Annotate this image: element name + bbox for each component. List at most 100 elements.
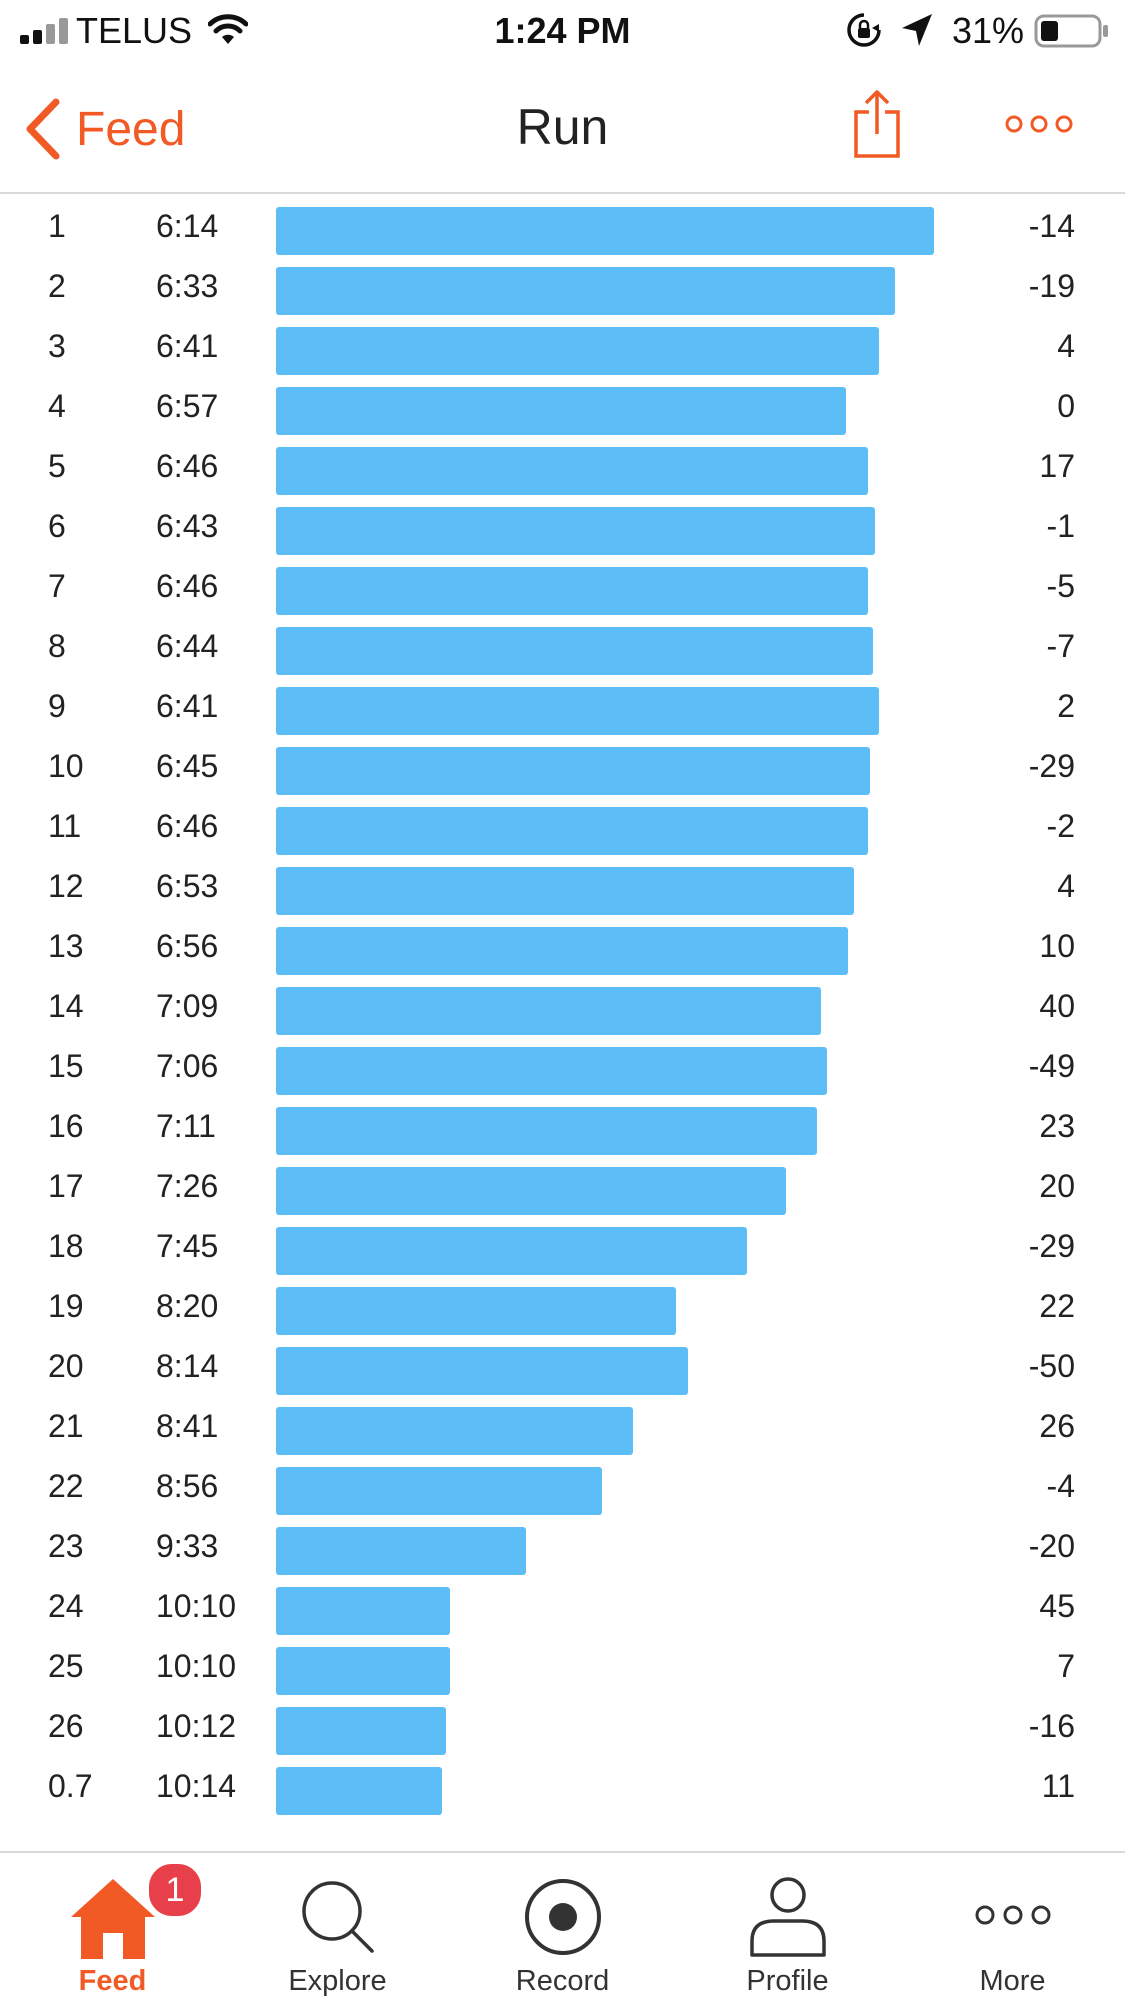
split-row: 0.7 10:14 11 [0, 1756, 1125, 1816]
split-row: 9 6:41 2 [0, 676, 1125, 736]
split-pace: 8:20 [156, 1288, 219, 1324]
more-icon [975, 1905, 1050, 1925]
split-elevation: 17 [1039, 448, 1075, 484]
split-pace: 7:26 [156, 1168, 219, 1204]
split-elevation: -5 [1046, 568, 1075, 604]
split-pace-bar [276, 987, 821, 1035]
split-pace: 10:10 [156, 1648, 237, 1684]
split-row: 7 6:46 -5 [0, 556, 1125, 616]
page-title: Run [516, 99, 609, 155]
split-row: 12 6:53 4 [0, 856, 1125, 916]
split-row: 1 6:14 -14 [0, 196, 1125, 256]
split-mile: 8 [48, 628, 66, 664]
split-row: 5 6:46 17 [0, 436, 1125, 496]
split-mile: 3 [48, 328, 66, 364]
split-pace: 6:43 [156, 508, 219, 544]
split-pace-bar [276, 1647, 450, 1695]
search-icon [301, 1881, 374, 1953]
tab-label: Profile [746, 1965, 829, 1997]
navigation-bar: Feed Run [0, 64, 1125, 194]
split-pace: 10:10 [156, 1588, 237, 1624]
tab-bar: 1 Feed Explore Record Profile More [0, 1851, 1125, 2003]
split-mile: 9 [48, 688, 66, 724]
split-elevation: -2 [1046, 808, 1075, 844]
split-mile: 6 [48, 508, 66, 544]
split-mile: 25 [48, 1648, 84, 1684]
split-pace: 7:11 [156, 1108, 216, 1144]
split-elevation: 4 [1057, 868, 1075, 904]
split-row: 10 6:45 -29 [0, 736, 1125, 796]
split-row: 19 8:20 22 [0, 1276, 1125, 1336]
split-pace: 8:14 [156, 1348, 219, 1384]
more-options-icon[interactable] [1004, 110, 1074, 138]
split-elevation: -14 [1028, 208, 1075, 244]
split-mile: 17 [48, 1168, 84, 1204]
tab-record[interactable]: Record [450, 1853, 675, 2003]
split-pace: 10:12 [156, 1708, 237, 1744]
tab-label: Feed [78, 1965, 147, 1997]
split-row: 14 7:09 40 [0, 976, 1125, 1036]
split-elevation: -50 [1028, 1348, 1075, 1384]
split-pace-bar [276, 507, 875, 555]
split-elevation: -19 [1028, 268, 1075, 304]
split-mile: 10 [48, 748, 84, 784]
split-pace: 6:46 [156, 808, 219, 844]
split-row: 21 8:41 26 [0, 1396, 1125, 1456]
split-pace: 6:44 [156, 628, 219, 664]
split-pace-bar [276, 867, 854, 915]
split-pace: 8:41 [156, 1408, 219, 1444]
split-row: 2 6:33 -19 [0, 256, 1125, 316]
share-icon[interactable] [852, 88, 902, 160]
split-elevation: 40 [1039, 988, 1075, 1024]
split-pace-bar [276, 1707, 446, 1755]
split-mile: 24 [48, 1588, 84, 1624]
split-elevation: -4 [1046, 1468, 1075, 1504]
split-pace: 6:41 [156, 328, 219, 364]
split-mile: 15 [48, 1048, 84, 1084]
split-pace-bar [276, 687, 879, 735]
split-elevation: 20 [1039, 1168, 1075, 1204]
split-elevation: 22 [1039, 1288, 1075, 1324]
rotation-lock-icon [847, 13, 881, 47]
split-elevation: 2 [1057, 688, 1075, 724]
split-row: 18 7:45 -29 [0, 1216, 1125, 1276]
split-elevation: -29 [1028, 1228, 1075, 1264]
split-pace-bar [276, 1767, 442, 1815]
split-mile: 26 [48, 1708, 84, 1744]
tab-profile[interactable]: Profile [675, 1853, 900, 2003]
split-pace-bar [276, 1407, 633, 1455]
wifi-icon [208, 14, 248, 44]
tab-label: More [979, 1965, 1046, 1997]
cellular-signal-icon [20, 18, 68, 44]
back-button[interactable]: Feed [22, 98, 185, 160]
split-mile: 0.7 [48, 1768, 93, 1804]
split-pace-bar [276, 927, 848, 975]
battery-icon [1034, 14, 1108, 48]
split-pace: 9:33 [156, 1528, 219, 1564]
split-row: 17 7:26 20 [0, 1156, 1125, 1216]
tab-more[interactable]: More [900, 1853, 1125, 2003]
record-icon [524, 1879, 601, 1955]
tab-feed[interactable]: 1 Feed [0, 1853, 225, 2003]
split-pace-bar [276, 1527, 526, 1575]
split-pace-bar [276, 1347, 688, 1395]
split-elevation: 0 [1057, 388, 1075, 424]
split-pace-bar [276, 1227, 747, 1275]
split-mile: 7 [48, 568, 66, 604]
split-elevation: 23 [1039, 1108, 1075, 1144]
split-pace-bar [276, 327, 879, 375]
profile-icon [749, 1877, 826, 1957]
back-label: Feed [76, 102, 186, 156]
split-row: 23 9:33 -20 [0, 1516, 1125, 1576]
split-mile: 14 [48, 988, 84, 1024]
battery-percentage: 31% [952, 10, 1025, 51]
split-pace-bar [276, 747, 870, 795]
split-mile: 1 [48, 208, 66, 244]
split-elevation: -49 [1028, 1048, 1075, 1084]
tab-explore[interactable]: Explore [225, 1853, 450, 2003]
split-row: 26 10:12 -16 [0, 1696, 1125, 1756]
split-elevation: 45 [1039, 1588, 1075, 1624]
split-mile: 22 [48, 1468, 84, 1504]
split-row: 11 6:46 -2 [0, 796, 1125, 856]
tab-label: Explore [288, 1965, 387, 1997]
